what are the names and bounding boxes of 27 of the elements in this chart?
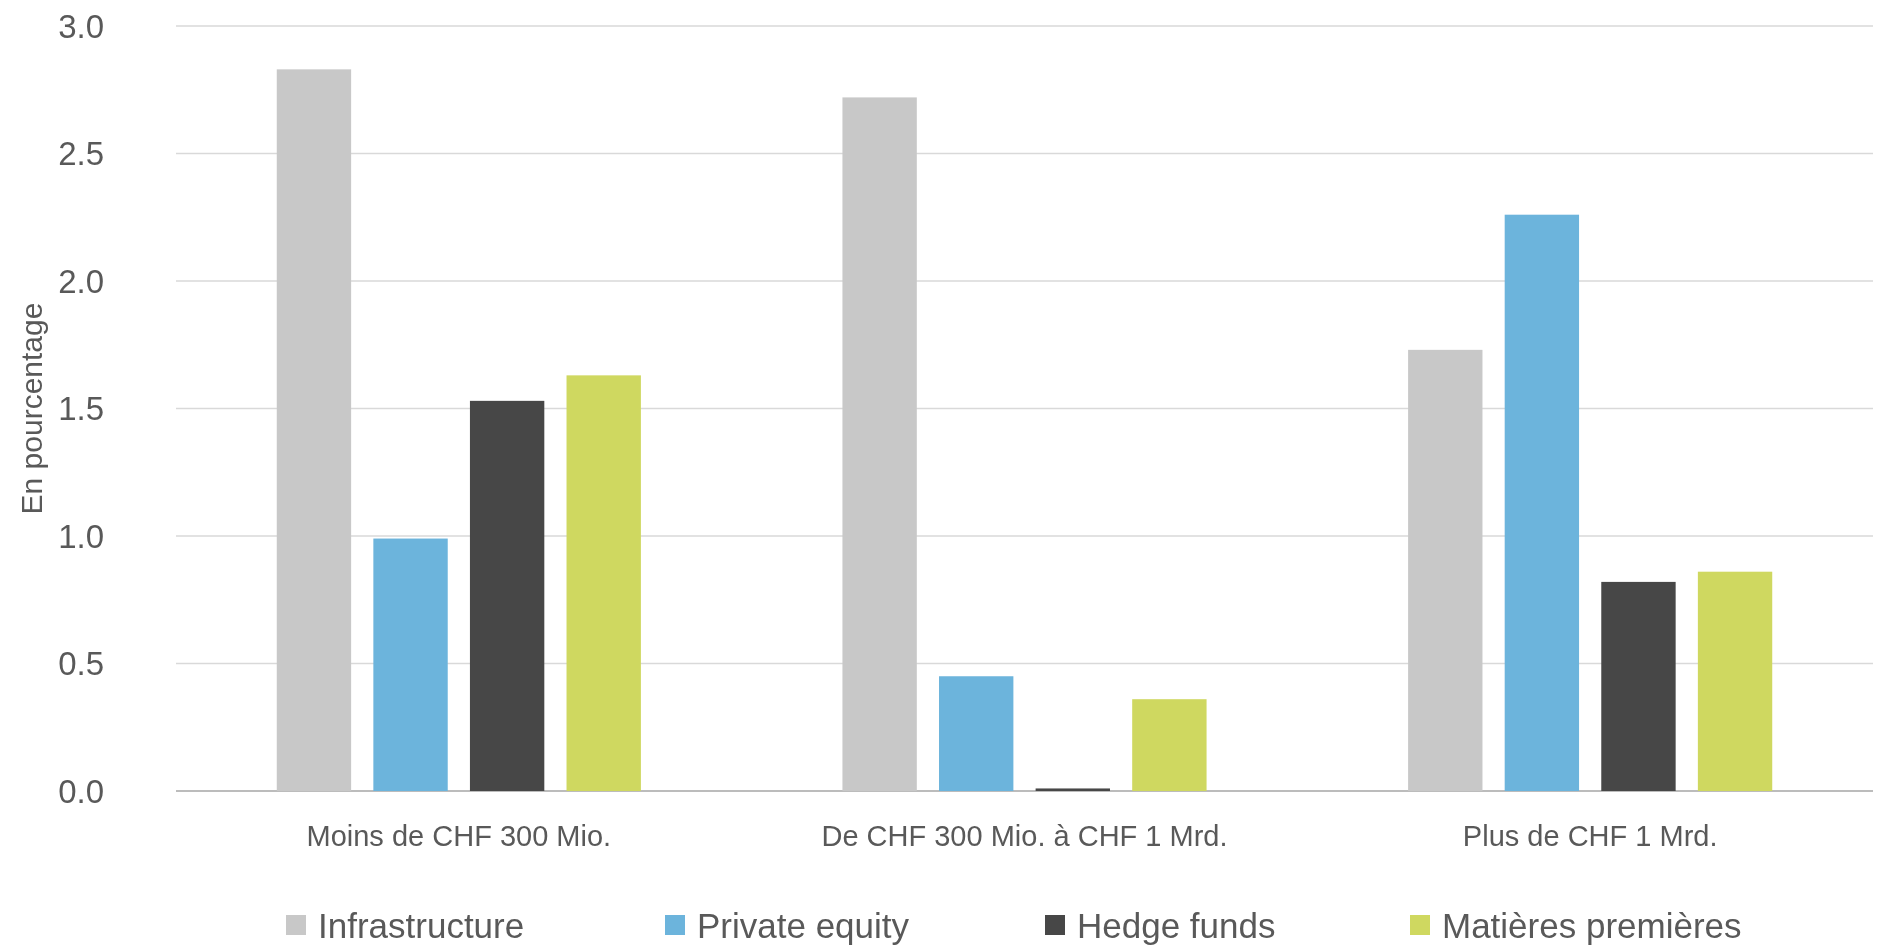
y-tick-label: 0.5 xyxy=(58,645,104,683)
bar xyxy=(1697,571,1773,791)
bar xyxy=(1504,214,1580,791)
legend-label: Infrastructure xyxy=(318,905,525,945)
bar xyxy=(373,538,448,791)
bar xyxy=(1132,699,1207,791)
bar xyxy=(939,676,1014,791)
legend-label: Hedge funds xyxy=(1077,905,1276,945)
bar xyxy=(469,400,545,791)
y-tick-label: 1.5 xyxy=(58,390,104,428)
legend-label: Private equity xyxy=(697,905,910,945)
bar xyxy=(566,375,641,791)
bar xyxy=(1408,349,1483,791)
bar xyxy=(276,69,352,791)
x-tick-label: Moins de CHF 300 Mio. xyxy=(306,820,612,852)
y-tick-label: 2.5 xyxy=(58,135,104,173)
y-axis-title: En pourcentage xyxy=(15,302,48,515)
x-tick-label: Plus de CHF 1 Mrd. xyxy=(1462,820,1718,852)
y-tick-label: 2.0 xyxy=(58,262,104,300)
legend-label: Matières premières xyxy=(1442,905,1742,945)
y-tick-label: 1.0 xyxy=(58,517,104,555)
x-tick-label: De CHF 300 Mio. à CHF 1 Mrd. xyxy=(821,820,1228,852)
bar xyxy=(842,97,917,791)
bar xyxy=(1035,788,1110,791)
bar xyxy=(1601,581,1676,791)
y-tick-label: 3.0 xyxy=(58,7,104,45)
y-tick-label: 0.0 xyxy=(58,772,104,810)
